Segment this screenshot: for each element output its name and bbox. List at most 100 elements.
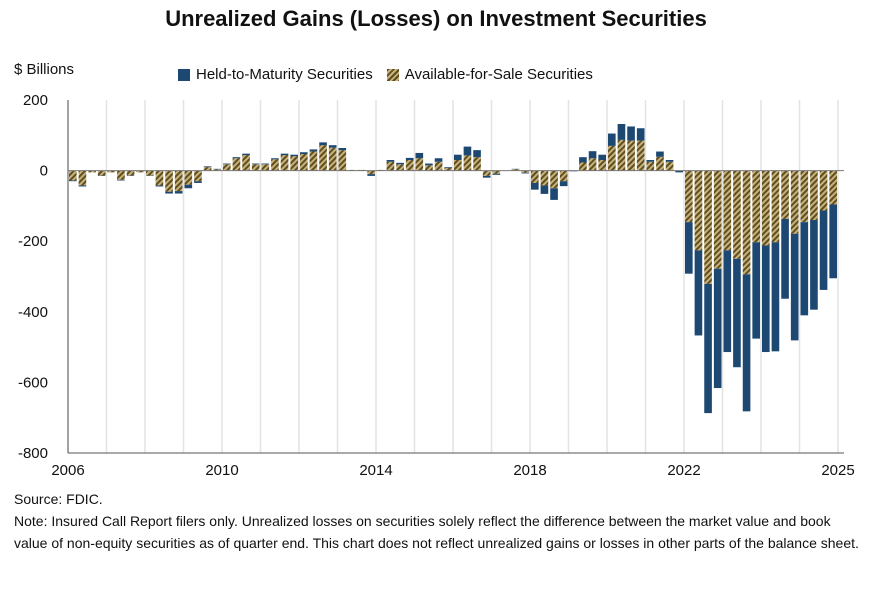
- bar-htm: [685, 222, 693, 274]
- x-tick-label: 2006: [51, 462, 84, 479]
- bar-afs: [415, 158, 424, 171]
- bar-htm: [425, 163, 433, 166]
- bar-afs: [540, 170, 549, 186]
- bar-htm: [646, 160, 655, 162]
- bar-htm: [531, 182, 539, 190]
- bar-htm: [454, 154, 462, 161]
- bar-htm: [165, 191, 173, 194]
- bar-afs: [656, 156, 664, 171]
- bar-afs: [482, 170, 491, 176]
- bar-htm: [790, 233, 799, 341]
- legend-item-htm: Held-to-Maturity Securities: [178, 66, 373, 83]
- legend-item-afs: Available-for-Sale Securities: [386, 66, 593, 83]
- bar-htm: [521, 172, 529, 174]
- bar-htm: [463, 146, 472, 156]
- bar-afs: [261, 164, 270, 171]
- y-tick-label: -600: [18, 374, 48, 391]
- bar-afs: [78, 170, 87, 186]
- bar-afs: [810, 170, 818, 221]
- bar-afs: [107, 170, 116, 173]
- bar-afs: [309, 151, 318, 171]
- bar-htm: [742, 274, 751, 412]
- bar-afs: [829, 170, 837, 205]
- bar-htm: [367, 174, 375, 176]
- bar-afs: [627, 140, 635, 171]
- bar-htm: [271, 158, 279, 160]
- bar-htm: [184, 184, 193, 189]
- bar-htm: [781, 218, 789, 299]
- bar-afs: [579, 162, 587, 171]
- bar-afs: [203, 167, 212, 171]
- bar-afs: [319, 145, 327, 171]
- bar-afs: [184, 170, 193, 185]
- bar-afs: [608, 145, 616, 171]
- bar-afs: [492, 170, 501, 174]
- legend-label-htm: Held-to-Maturity Securities: [196, 66, 373, 83]
- bar-htm: [482, 175, 491, 178]
- bar-htm: [386, 160, 395, 162]
- bar-htm: [559, 181, 568, 187]
- x-tick-label: 2010: [205, 462, 238, 479]
- bar-htm: [608, 133, 616, 146]
- y-axis-label: $ Billions: [14, 61, 75, 78]
- bar-afs: [126, 170, 135, 176]
- bar-afs: [521, 170, 529, 173]
- source-text: Source: FDIC.: [14, 491, 103, 507]
- bar-afs: [338, 150, 347, 171]
- bar-afs: [550, 170, 558, 189]
- bar-htm: [261, 163, 270, 165]
- bar-afs: [646, 161, 655, 171]
- bar-htm: [588, 151, 597, 159]
- chart-title: Unrealized Gains (Losses) on Investment …: [165, 6, 707, 31]
- bar-htm: [598, 154, 606, 161]
- legend-swatch-htm: [178, 68, 190, 81]
- bar-afs: [367, 170, 375, 175]
- bar-htm: [251, 163, 260, 165]
- bar-afs: [598, 160, 606, 171]
- bar-afs: [685, 170, 693, 223]
- bar-afs: [396, 164, 404, 171]
- bar-afs: [665, 161, 674, 171]
- bar-htm: [675, 170, 683, 173]
- bar-htm: [78, 185, 87, 187]
- bar-htm: [328, 145, 337, 148]
- bar-htm: [617, 124, 626, 140]
- bar-htm: [242, 153, 250, 156]
- x-tick-label: 2025: [821, 462, 854, 479]
- bar-afs: [800, 170, 809, 223]
- bar-htm: [444, 167, 452, 168]
- bar-afs: [300, 154, 308, 171]
- bar-afs: [752, 170, 760, 243]
- bar-htm: [473, 150, 481, 158]
- bar-htm: [194, 181, 202, 183]
- bar-htm: [723, 250, 732, 353]
- bar-htm: [405, 157, 414, 161]
- bar-htm: [752, 242, 760, 339]
- bar-afs: [232, 158, 241, 171]
- bar-htm: [69, 180, 77, 182]
- bar-htm: [203, 166, 212, 168]
- bar-htm: [540, 185, 549, 194]
- source-notes: Source: FDIC. Note: Insured Call Report …: [14, 488, 864, 554]
- bar-afs: [434, 161, 443, 171]
- bar-afs: [271, 159, 279, 171]
- y-tick-label: 0: [40, 163, 48, 180]
- bar-afs: [454, 160, 462, 171]
- bar-htm: [665, 160, 674, 162]
- bar-afs: [713, 170, 722, 269]
- bar-htm: [656, 151, 664, 157]
- bar-afs: [280, 155, 289, 171]
- bar-htm: [810, 220, 818, 310]
- bar-afs: [762, 170, 770, 246]
- bar-afs: [136, 170, 144, 173]
- bar-afs: [559, 170, 568, 182]
- bar-afs: [473, 157, 481, 171]
- bar-afs: [531, 170, 539, 183]
- bar-afs: [251, 164, 260, 171]
- bar-afs: [405, 160, 414, 171]
- bar-htm: [290, 154, 298, 157]
- bar-afs: [386, 161, 395, 171]
- x-tick-label: 2022: [667, 462, 700, 479]
